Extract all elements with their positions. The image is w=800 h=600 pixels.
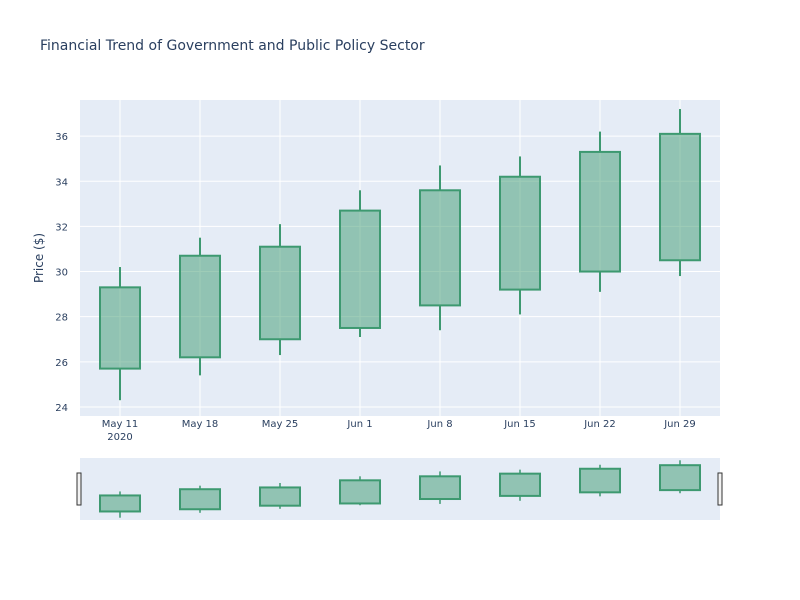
- range-slider-candles: [99, 460, 701, 518]
- range-slider-background: [80, 458, 720, 520]
- x-tick-label: Jun 22: [583, 419, 616, 430]
- x-tick-year-label: 2020: [107, 432, 132, 443]
- candle-body: [179, 254, 221, 359]
- x-tick-label: Jun 29: [663, 419, 696, 430]
- y-tick-label: 30: [55, 268, 68, 279]
- mini-candle-body: [499, 472, 541, 497]
- mini-candle-body: [339, 479, 381, 505]
- range-slider-right-handle[interactable]: [717, 472, 723, 506]
- x-tick-label: Jun 1: [346, 419, 372, 430]
- candle-body: [499, 175, 541, 291]
- mini-candle-body: [179, 488, 221, 511]
- y-tick-label: 32: [55, 222, 68, 233]
- x-tick-label: Jun 15: [503, 419, 536, 430]
- mini-candle-body: [419, 475, 461, 501]
- y-tick-label: 24: [55, 403, 68, 414]
- range-slider-left-handle[interactable]: [76, 472, 82, 506]
- y-tick-label: 26: [55, 358, 68, 369]
- y-axis-ticks: 24 26 28 30 32 34 36: [55, 132, 68, 414]
- x-tick-label: Jun 8: [426, 419, 452, 430]
- mini-candle-body: [579, 467, 621, 494]
- y-tick-label: 28: [55, 313, 68, 324]
- candles: [99, 109, 701, 401]
- candle-body: [419, 189, 461, 307]
- candle-body: [339, 209, 381, 329]
- x-axis-ticks: May 11 2020 May 18 May 25 Jun 1 Jun 8 Jun 15 Ju…: [102, 419, 696, 443]
- range-slider[interactable]: [76, 458, 723, 520]
- x-tick-label: May 25: [262, 419, 299, 430]
- x-tick-label: May 11: [102, 419, 139, 430]
- x-tick-label: May 18: [182, 419, 219, 430]
- mini-candle-body: [659, 464, 701, 492]
- mini-candle-body: [259, 486, 301, 507]
- candle-body: [659, 132, 701, 262]
- candle-body: [579, 150, 621, 273]
- mini-candle-body: [99, 494, 141, 513]
- y-tick-label: 36: [55, 132, 68, 143]
- y-axis-title: Price ($): [32, 233, 46, 283]
- plot-area: [80, 100, 720, 416]
- y-tick-label: 34: [55, 177, 68, 188]
- candle-body: [99, 286, 141, 370]
- chart-title: Financial Trend of Government and Public…: [40, 38, 425, 54]
- candle-body: [259, 245, 301, 341]
